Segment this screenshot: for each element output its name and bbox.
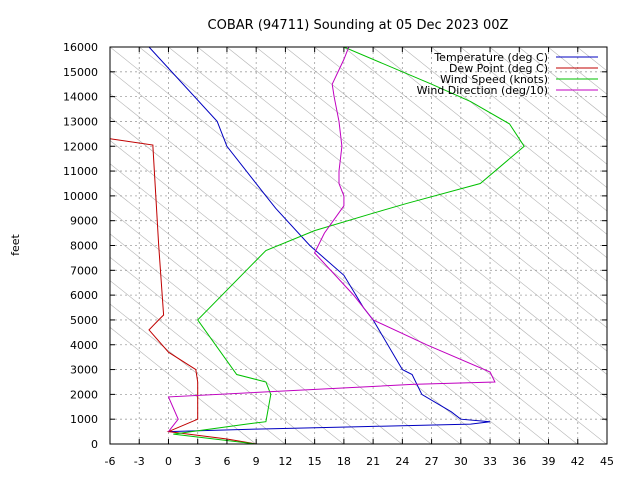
- guide-line: [110, 210, 403, 444]
- dry-adiabat-guides: [110, 47, 640, 447]
- guide-line: [226, 47, 607, 352]
- guide-line: [110, 303, 286, 444]
- y-tick-label: 1000: [70, 413, 98, 426]
- legend-label: Dew Point (deg C): [449, 62, 548, 75]
- x-tick-label: 30: [454, 455, 468, 468]
- guide-line: [636, 47, 640, 447]
- guide-line: [139, 47, 607, 422]
- x-tick-label: 9: [253, 455, 260, 468]
- x-tick-label: 39: [542, 455, 556, 468]
- guide-line: [460, 47, 607, 165]
- y-axis-label: feet: [9, 233, 22, 255]
- y-tick-label: 8000: [70, 240, 98, 253]
- legend-label: Temperature (deg C): [433, 51, 548, 64]
- y-tick-label: 3000: [70, 364, 98, 377]
- guide-line: [110, 47, 607, 444]
- guide-line: [518, 47, 607, 118]
- x-tick-label: -3: [134, 455, 145, 468]
- y-tick-label: 11000: [63, 165, 98, 178]
- guide-line: [168, 47, 607, 399]
- x-tick-label: 0: [165, 455, 172, 468]
- x-axis-ticks: -6 -3 0 3 6 9 12 15 18 21 24 27 30 33 36 39 42 45: [105, 47, 614, 468]
- y-tick-label: 15000: [63, 66, 98, 79]
- y-tick-label: 6000: [70, 289, 98, 302]
- x-tick-label: 36: [512, 455, 526, 468]
- x-tick-label: 6: [223, 455, 230, 468]
- guide-line: [577, 47, 607, 72]
- guide-line: [489, 47, 607, 142]
- y-tick-label: 0: [91, 438, 98, 451]
- series-line-2: [110, 138, 257, 444]
- guide-line: [110, 280, 315, 444]
- guide-line: [372, 47, 607, 235]
- legend: Temperature (deg C)Dew Point (deg C)Wind…: [417, 51, 598, 97]
- y-tick-label: 9000: [70, 215, 98, 228]
- legend-label: Wind Speed (knots): [440, 73, 548, 86]
- guide-line: [110, 326, 257, 444]
- guide-line: [110, 256, 344, 444]
- guide-line: [110, 116, 520, 444]
- guide-line: [110, 186, 432, 444]
- x-tick-label: 12: [278, 455, 292, 468]
- x-tick-label: 3: [194, 455, 201, 468]
- x-tick-label: 33: [483, 455, 497, 468]
- y-tick-label: 4000: [70, 339, 98, 352]
- guide-line: [285, 47, 607, 305]
- guide-line: [110, 93, 549, 444]
- guide-line: [431, 47, 607, 189]
- y-tick-label: 13000: [63, 115, 98, 128]
- guide-line: [314, 47, 607, 282]
- x-tick-label: 45: [600, 455, 614, 468]
- y-tick-label: 12000: [63, 140, 98, 153]
- guide-line: [110, 163, 461, 444]
- guide-line: [401, 47, 607, 212]
- guide-line: [197, 47, 607, 375]
- y-tick-label: 7000: [70, 264, 98, 277]
- x-tick-label: -6: [105, 455, 116, 468]
- x-tick-label: 15: [308, 455, 322, 468]
- x-tick-label: 42: [571, 455, 585, 468]
- chart-title: COBAR (94711) Sounding at 05 Dec 2023 00…: [208, 18, 509, 33]
- guide-line: [606, 47, 607, 48]
- x-tick-label: 18: [337, 455, 351, 468]
- y-axis-ticks: 0 1000 2000 3000 4000 5000 6000 7000 8000 9000 100…: [63, 41, 607, 451]
- series-line-3: [173, 47, 525, 444]
- x-tick-label: 24: [395, 455, 409, 468]
- x-tick-label: 27: [425, 455, 439, 468]
- series-line-4: [167, 47, 496, 432]
- y-tick-label: 14000: [63, 91, 98, 104]
- x-tick-label: 21: [366, 455, 380, 468]
- data-series: [110, 47, 525, 444]
- series-line-1: [148, 47, 491, 433]
- guide-line: [110, 233, 374, 444]
- legend-label: Wind Direction (deg/10): [417, 84, 548, 97]
- guide-line: [343, 47, 607, 259]
- y-tick-label: 16000: [63, 41, 98, 54]
- y-tick-label: 5000: [70, 314, 98, 327]
- guide-line: [255, 47, 607, 329]
- guide-line: [110, 69, 578, 444]
- y-tick-label: 2000: [70, 388, 98, 401]
- guide-line: [110, 140, 490, 444]
- y-tick-label: 10000: [63, 190, 98, 203]
